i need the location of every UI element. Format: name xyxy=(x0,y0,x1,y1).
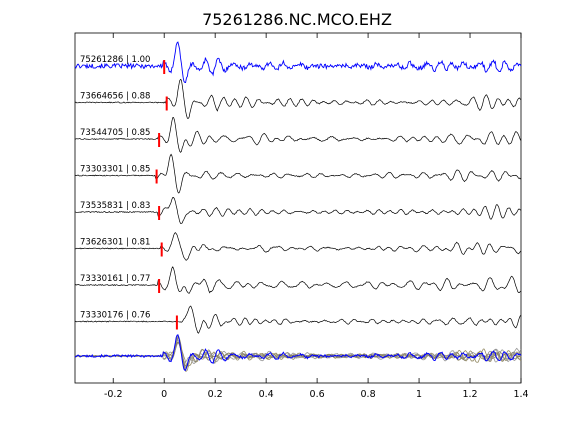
axes-frame xyxy=(74,32,522,384)
trace-line-73664656 xyxy=(74,78,522,119)
traces-layer xyxy=(74,41,522,334)
trace-line-73330161 xyxy=(74,266,522,294)
trace-line-73544705 xyxy=(74,117,522,153)
x-tick-label: 0.8 xyxy=(361,389,376,400)
x-tick-label: -0.2 xyxy=(104,389,123,400)
x-tick-label: 1.4 xyxy=(513,389,528,400)
x-tick-label: 1.2 xyxy=(462,389,477,400)
trace-labels: 75261286 | 1.00 73664656 | 0.88 73544705 |… xyxy=(80,55,150,321)
trace-label-73535831: 73535831 | 0.83 xyxy=(80,201,150,211)
trace-line-75261286 xyxy=(74,41,522,83)
trace-label-73303301: 73303301 | 0.85 xyxy=(80,165,150,175)
trace-label-73626301: 73626301 | 0.81 xyxy=(80,238,150,248)
trace-line-73535831 xyxy=(74,197,522,224)
stack-overlay xyxy=(74,334,522,372)
trace-line-73330176 xyxy=(74,305,522,334)
trace-line-73626301 xyxy=(74,232,522,261)
chart-title: 75261286.NC.MCO.EHZ xyxy=(202,10,392,29)
x-tick-label: 0.6 xyxy=(310,389,325,400)
x-tick-label: 0.4 xyxy=(259,389,274,400)
trace-label-73330161: 73330161 | 0.77 xyxy=(80,274,150,284)
stack-reference-75261286 xyxy=(74,334,522,371)
x-tick-label: 0 xyxy=(161,389,167,400)
trace-label-75261286: 75261286 | 1.00 xyxy=(80,55,150,65)
trace-line-73303301 xyxy=(74,153,522,194)
x-axis-ticks: -0.2 0 0.2 0.4 0.6 0.8 1 1.2 1.4 xyxy=(104,33,529,400)
trace-label-73664656: 73664656 | 0.88 xyxy=(80,92,150,102)
picks-layer xyxy=(155,60,178,330)
x-tick-label: 1 xyxy=(416,389,422,400)
x-tick-label: 0.2 xyxy=(208,389,223,400)
trace-label-73544705: 73544705 | 0.85 xyxy=(80,128,150,138)
trace-label-73330176: 73330176 | 0.76 xyxy=(80,311,150,321)
